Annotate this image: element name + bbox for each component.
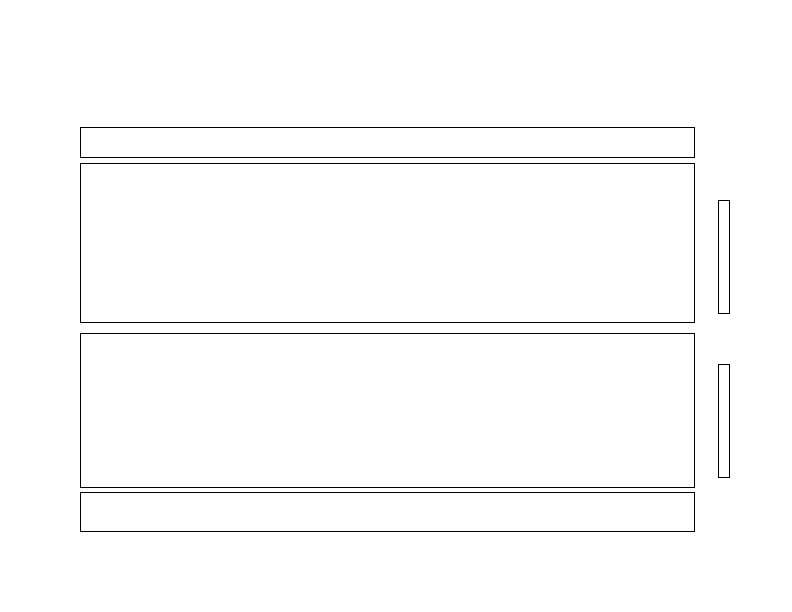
time-axis-tick-labels	[0, 535, 792, 549]
ch2-spectrogram-panel	[80, 333, 695, 488]
colorbar-tick-labels	[735, 0, 759, 612]
colorbar-ch1-label	[747, 211, 757, 301]
ch1-spectrogram-panel	[80, 163, 695, 323]
ch1-waveform-plot	[81, 128, 694, 157]
ch3-waveform-panel	[80, 492, 695, 532]
ch1-spectrogram-plot	[81, 164, 694, 322]
colorbar-ch1	[718, 200, 730, 314]
y-axis-tick-labels	[48, 0, 76, 612]
colorbar-ch2	[718, 364, 730, 478]
ch1-waveform-panel	[80, 127, 695, 158]
ch2-spectrogram-plot	[81, 334, 694, 487]
colorbar-ch2-label	[747, 375, 757, 465]
ch3-waveform-plot	[81, 493, 694, 531]
